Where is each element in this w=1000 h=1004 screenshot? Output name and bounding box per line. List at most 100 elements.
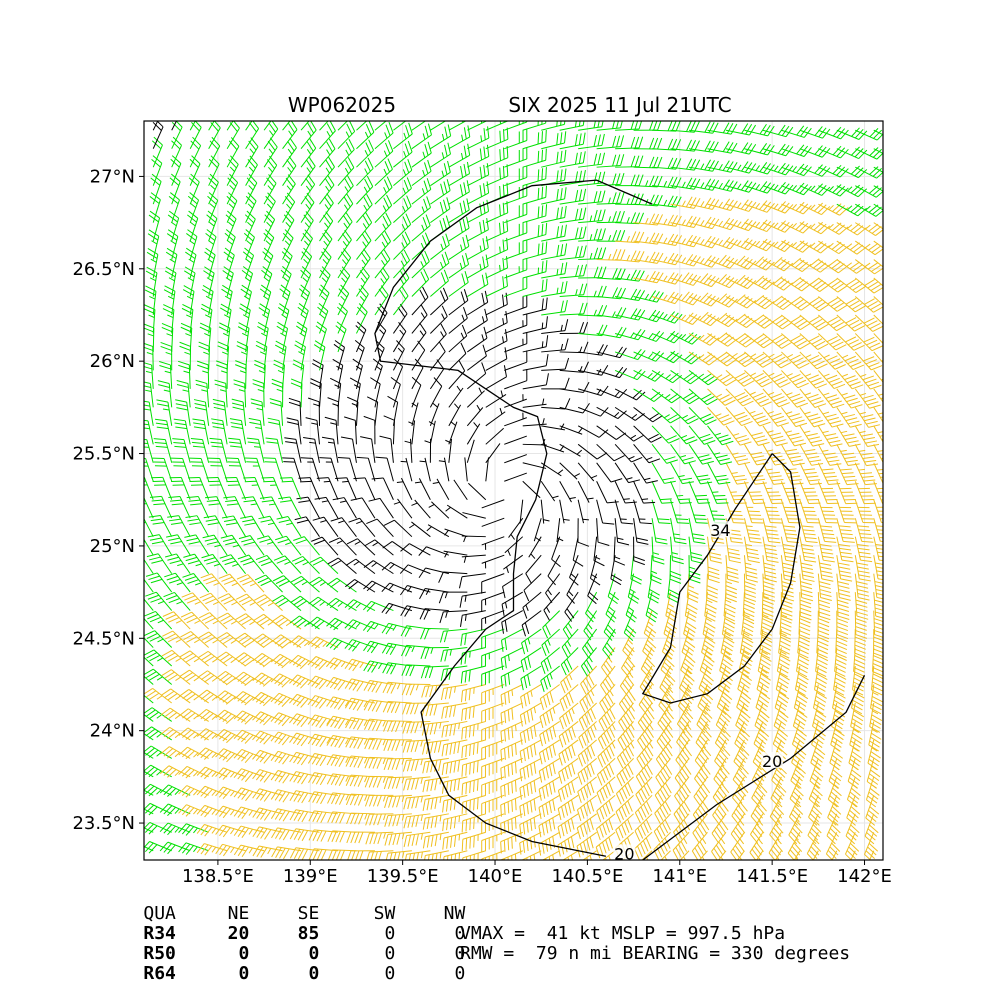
- wind-barb: [603, 629, 615, 659]
- wind-barb: [601, 648, 615, 677]
- wind-barb: [726, 142, 756, 154]
- wind-barb: [541, 225, 566, 241]
- wind-barb: [375, 286, 388, 315]
- wind-barb: [420, 589, 449, 599]
- wind-barb: [560, 208, 586, 223]
- wind-barb: [707, 142, 737, 154]
- wind-barb: [541, 358, 568, 370]
- wind-barb: [310, 379, 321, 408]
- wind-barb: [618, 721, 634, 749]
- wind-barb: [356, 285, 368, 315]
- wind-barb: [726, 555, 739, 582]
- wind-barb: [404, 832, 430, 847]
- wind-barb: [442, 740, 467, 756]
- wind-barb: [309, 811, 338, 823]
- wind-barb: [159, 362, 171, 389]
- wind-barb: [234, 826, 264, 838]
- wind-barb: [467, 163, 488, 186]
- wind-barb: [504, 240, 527, 260]
- wind-barb: [309, 597, 338, 610]
- wind-barb: [597, 367, 627, 377]
- wind-barb: [541, 243, 566, 259]
- wind-barb: [504, 258, 527, 278]
- wind-barb: [707, 218, 737, 230]
- r50-ne: 0: [179, 944, 249, 964]
- wind-barb: [563, 611, 578, 640]
- wind-barb: [560, 245, 587, 259]
- wind-barb: [617, 740, 634, 768]
- wind-barb: [763, 125, 793, 137]
- wind-barb: [232, 399, 246, 426]
- wind-barb: [582, 629, 596, 658]
- wind-barb: [874, 407, 898, 427]
- wind-barb: [404, 851, 430, 866]
- wind-barb: [837, 518, 855, 542]
- wind-barb: [671, 518, 687, 544]
- wind-barb: [636, 758, 652, 786]
- wind-barb: [419, 568, 449, 578]
- wind-barb: [167, 230, 178, 260]
- wind-barb: [818, 574, 832, 601]
- wind-barb: [482, 537, 505, 550]
- wind-barb: [345, 600, 375, 611]
- wind-barb: [763, 555, 777, 582]
- wind-barb: [560, 403, 590, 413]
- wind-barb: [325, 417, 338, 444]
- wind-barb: [439, 592, 467, 603]
- y-tick-label: 24°N: [90, 721, 135, 742]
- wind-barb: [798, 629, 810, 658]
- wind-barb: [870, 703, 882, 732]
- wind-barb: [421, 628, 449, 639]
- wind-barb: [439, 458, 449, 482]
- wind-barb: [149, 211, 160, 241]
- wind-barb: [412, 359, 423, 389]
- wind-barb: [363, 581, 393, 592]
- wind-barb: [560, 303, 587, 315]
- wind-barb: [404, 795, 431, 809]
- wind-barb: [155, 419, 172, 444]
- wind-barb: [442, 703, 468, 719]
- wind-barb: [271, 790, 301, 803]
- wind-barb: [541, 500, 549, 524]
- wind-barb: [486, 390, 506, 407]
- wind-barb: [560, 284, 587, 297]
- wind-barb: [482, 629, 505, 649]
- r50-nw: 0: [395, 944, 465, 964]
- wind-barb: [136, 419, 153, 444]
- wind-barbs: [123, 100, 904, 881]
- wind-barb: [422, 684, 449, 697]
- wind-barb: [146, 267, 157, 296]
- wind-barb: [384, 520, 412, 536]
- wind-barb: [401, 544, 431, 556]
- wind-barb: [445, 439, 451, 463]
- wind-barb: [874, 426, 898, 447]
- wind-barb: [132, 496, 154, 518]
- wind-barb: [504, 413, 527, 426]
- wind-barb: [139, 381, 153, 408]
- wind-barb: [206, 477, 227, 499]
- wind-barb: [486, 109, 508, 130]
- wind-barb: [615, 407, 644, 420]
- wind-barb: [578, 153, 604, 167]
- wind-barb: [333, 359, 343, 389]
- wind-barb: [251, 399, 264, 426]
- y-tick-label: 25.5°N: [72, 444, 135, 465]
- wind-barb: [689, 481, 710, 503]
- wind-barb: [260, 497, 283, 518]
- wind-barb: [403, 721, 431, 733]
- wind-barb: [634, 518, 649, 544]
- wind-barb: [217, 613, 245, 629]
- wind-barb: [249, 418, 264, 444]
- wind-barb: [590, 555, 600, 585]
- wind-barb: [298, 478, 319, 500]
- wind-barb: [524, 574, 541, 601]
- wind-barb: [199, 613, 227, 629]
- wind-barb: [615, 426, 644, 441]
- wind-barb: [449, 404, 461, 426]
- wind-barb: [744, 481, 765, 503]
- wind-barb: [235, 653, 264, 667]
- wind-barb: [284, 438, 301, 463]
- wind-barb: [482, 666, 505, 686]
